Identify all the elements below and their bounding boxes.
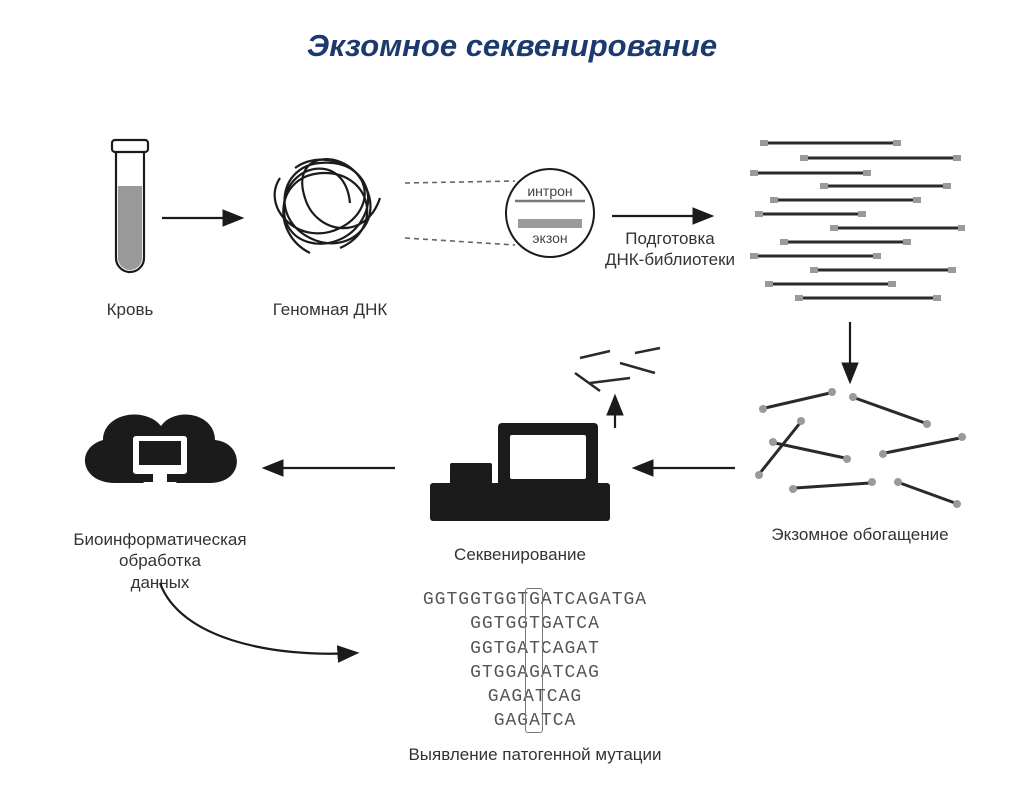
- enrichment-label: Экзомное обогащение: [740, 524, 980, 545]
- sequencing-label: Секвенирование: [410, 544, 630, 565]
- sequencer-icon: [420, 413, 620, 533]
- intron-exon-detail: интрон экзон: [400, 153, 600, 283]
- arrow-seq-to-bioinf: [260, 458, 400, 478]
- stage-dna-library: [740, 128, 970, 323]
- arrow-library-to-enrichment: [835, 320, 865, 390]
- bioinf-l1: Биоинформатическая: [73, 530, 246, 549]
- arrow-dna-to-library: [610, 206, 720, 226]
- arrow-bioinf-to-mutation: [150, 578, 370, 678]
- stage-enrichment: Экзомное обогащение: [740, 383, 980, 545]
- stage-sequencer: Секвенирование: [410, 413, 630, 565]
- lib-l2: ДНК-библиотеки: [605, 250, 735, 269]
- mutation-label: Выявление патогенной мутации: [370, 744, 700, 765]
- bioinf-l2: обработка: [119, 551, 201, 570]
- blood-label: Кровь: [70, 299, 190, 320]
- genomic-label: Геномная ДНК: [245, 299, 415, 320]
- library-fragments-icon: [745, 128, 965, 318]
- arrow-enrich-to-seq: [630, 458, 740, 478]
- cloud-monitor-icon: [65, 388, 255, 518]
- stage-bioinformatics: Биоинформатическая обработка данных: [55, 388, 265, 593]
- intron-label: интрон: [527, 183, 572, 199]
- lib-l1: Подготовка: [625, 229, 714, 248]
- library-prep-label: Подготовка ДНК-библиотеки: [600, 228, 740, 271]
- page-title: Экзомное секвенирование: [0, 28, 1024, 64]
- dna-tangle-icon: [250, 138, 410, 288]
- arrow-blood-to-dna: [160, 208, 250, 228]
- mutation-highlight-box: [525, 588, 543, 733]
- stage-blood: Кровь: [70, 138, 190, 320]
- enrichment-fragments-icon: [745, 383, 975, 513]
- stage-genomic-dna: Геномная ДНК: [245, 138, 415, 320]
- exon-label: экзон: [532, 230, 567, 246]
- test-tube-icon: [100, 138, 160, 288]
